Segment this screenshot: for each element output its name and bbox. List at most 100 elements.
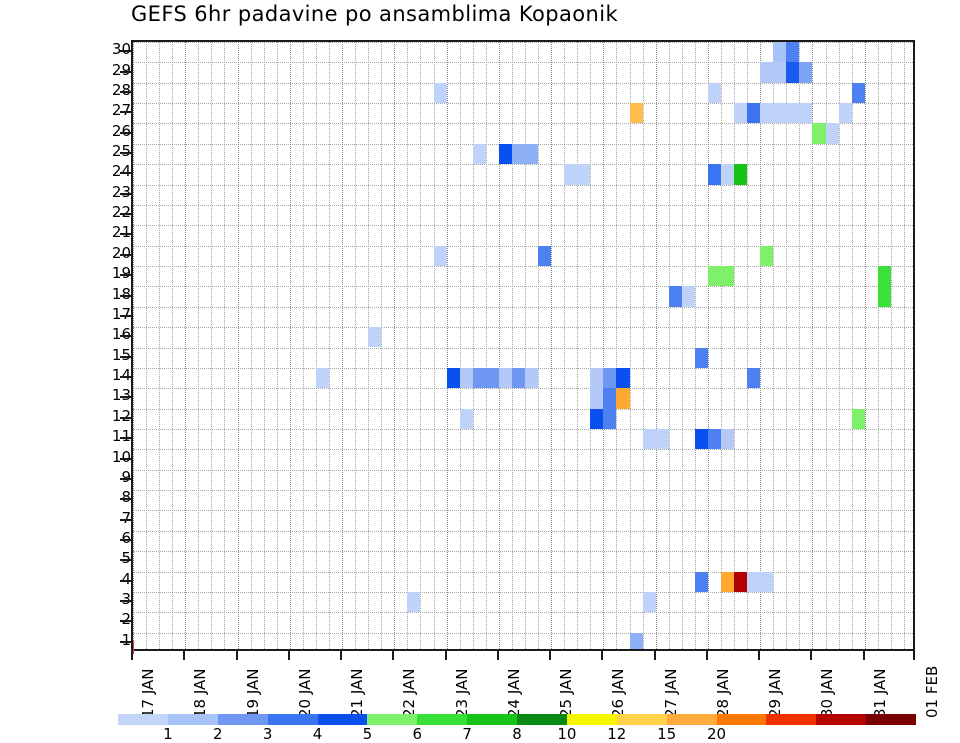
precip-cell [525, 367, 539, 389]
precip-cell [786, 62, 800, 83]
precip-cell [707, 428, 721, 450]
colorbar-tick-label: 12 [607, 725, 627, 743]
colorbar-swatch [666, 714, 717, 725]
colorbar-swatch [517, 714, 567, 725]
gridline-horizontal [133, 204, 913, 206]
gridline-horizontal [133, 42, 913, 43]
y-axis-tick-label: 10 [111, 447, 131, 466]
x-axis-tick-label: 01 FEB [923, 665, 941, 718]
gridline-vertical [590, 42, 592, 649]
y-axis-tick-mark [120, 538, 131, 541]
gridline-horizontal [133, 530, 913, 532]
y-axis-tick-mark [120, 396, 131, 399]
gridline-vertical [707, 42, 709, 649]
gridline-horizontal [133, 245, 913, 247]
y-axis-tick-label: 1 [121, 630, 131, 649]
x-axis-tick-label: 31 JAN [870, 668, 889, 719]
precip-cell [485, 367, 499, 389]
y-axis-tick-mark [120, 274, 131, 277]
precip-cell [812, 123, 826, 144]
colorbar-swatch [766, 714, 817, 725]
colorbar-tick-label: 8 [512, 725, 522, 743]
y-axis-tick-mark [120, 620, 131, 623]
gridline-vertical [773, 42, 775, 649]
gridline-horizontal [133, 612, 913, 614]
x-axis-tick-label: 22 JAN [400, 668, 419, 719]
colorbar-swatch [118, 714, 168, 725]
colorbar [118, 714, 916, 725]
x-axis-tick-label: 28 JAN [713, 668, 732, 719]
x-axis-tick-mark [913, 651, 915, 660]
gridline-vertical [250, 42, 252, 649]
x-axis-tick-mark [862, 651, 865, 660]
colorbar-swatch [317, 714, 368, 725]
x-axis-tick-label: 20 JAN [295, 668, 314, 719]
gridline-horizontal [133, 327, 913, 329]
precip-cell [747, 367, 761, 389]
y-axis-tick-label: 20 [111, 243, 131, 262]
gridline-horizontal [133, 551, 913, 553]
y-axis-tick-mark [120, 416, 131, 419]
colorbar-tick-label: 20 [706, 725, 727, 743]
precip-cell [498, 143, 512, 165]
precip-cell [694, 347, 708, 368]
colorbar-swatch [816, 714, 867, 725]
y-axis-tick-label: 6 [121, 528, 131, 547]
y-axis-tick-mark [120, 559, 131, 562]
plot-area [131, 40, 915, 651]
y-axis-tick-label: 21 [111, 223, 131, 242]
colorbar-swatch [417, 714, 468, 725]
gridline-vertical [276, 42, 278, 649]
y-axis-tick-mark [120, 192, 131, 195]
gridline-horizontal [133, 490, 913, 492]
colorbar-tick-label: 10 [557, 725, 577, 743]
precip-cell [472, 367, 486, 389]
colorbar-tick-label: 4 [312, 725, 323, 743]
y-axis-tick-label: 14 [111, 366, 131, 385]
x-axis-tick-mark [601, 651, 604, 660]
x-axis-tick-label: 17 JAN [139, 668, 157, 719]
y-axis-tick-label: 29 [111, 60, 131, 79]
colorbar-swatch [217, 714, 268, 725]
gridline-vertical [420, 42, 422, 649]
gridline-horizontal [133, 62, 913, 64]
gridline-vertical [760, 42, 762, 649]
precip-cell [446, 367, 460, 389]
precip-cell [603, 388, 617, 409]
gridline-horizontal [133, 449, 913, 451]
x-axis-tick-mark [758, 651, 761, 660]
precip-cell [694, 571, 708, 592]
x-axis-tick-label: 26 JAN [609, 668, 628, 719]
gridline-horizontal [133, 225, 913, 227]
y-axis-tick-mark [120, 579, 131, 582]
y-axis-tick-label: 4 [121, 569, 131, 588]
precip-cell [747, 571, 761, 592]
gridline-horizontal [133, 306, 913, 308]
precip-cell [655, 428, 669, 450]
precip-cell [603, 408, 617, 429]
gridline-horizontal [133, 408, 913, 410]
x-axis-tick-mark [235, 651, 238, 660]
gridline-vertical [694, 42, 696, 649]
precip-cell [511, 143, 525, 165]
y-axis-tick-mark [120, 498, 131, 501]
gridline-vertical [851, 42, 853, 649]
gridline-horizontal [133, 103, 913, 105]
x-axis-ticks [131, 651, 915, 660]
gridline-vertical [198, 42, 200, 649]
gridline-vertical [825, 42, 827, 649]
gridline-vertical [734, 42, 736, 649]
gridline-vertical [315, 42, 317, 649]
colorbar-tick-label: 5 [362, 725, 373, 743]
gridline-vertical [786, 42, 788, 649]
gridline-vertical [616, 42, 618, 649]
gridline-vertical [511, 42, 513, 649]
gridline-vertical [381, 42, 383, 649]
y-axis-tick-mark [120, 640, 131, 643]
y-axis-tick-mark [120, 335, 131, 338]
y-axis-tick-mark [120, 70, 131, 73]
y-axis-tick-mark [120, 437, 131, 440]
y-axis-tick-label: 17 [111, 304, 131, 323]
gridline-vertical [263, 42, 265, 649]
